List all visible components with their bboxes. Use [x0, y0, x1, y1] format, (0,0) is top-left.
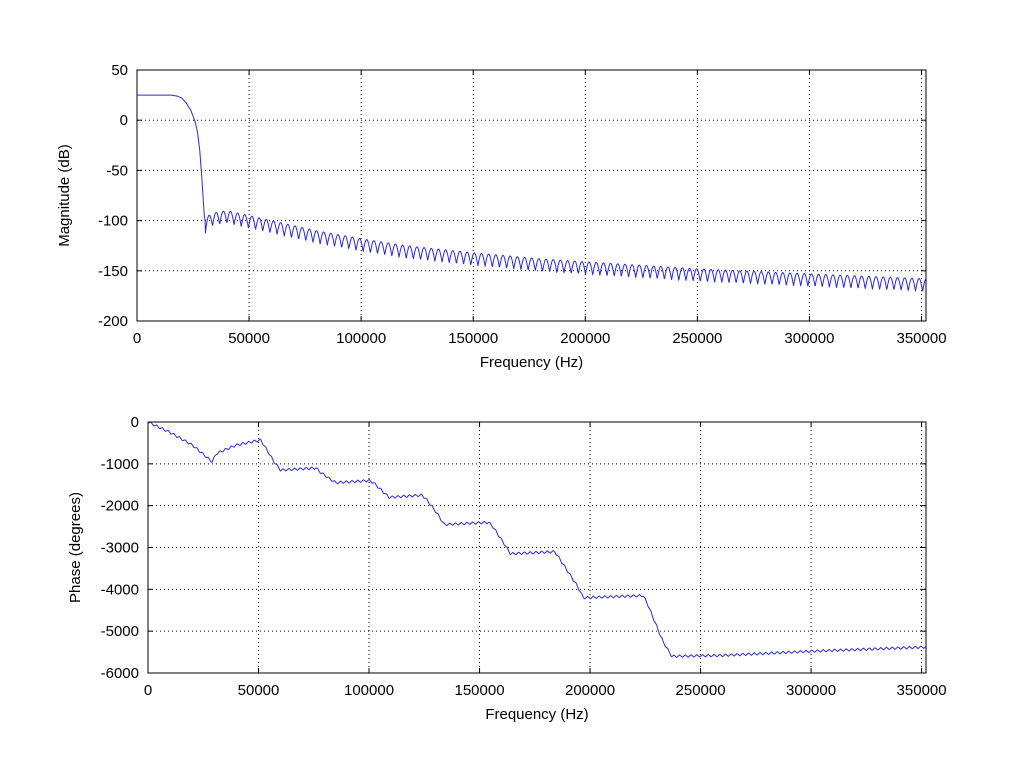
phase-x-tick-label: 200000 — [565, 682, 615, 699]
phase-x-tick-label: 250000 — [676, 682, 726, 699]
magnitude-x-tick-label: 250000 — [672, 330, 722, 347]
magnitude-plot-frame — [136, 69, 927, 322]
phase-series-line — [147, 421, 927, 658]
phase-x-tick-label: 0 — [144, 682, 152, 699]
magnitude-y-tick-label: 50 — [111, 62, 128, 79]
magnitude-x-tick-label: 300000 — [784, 330, 834, 347]
magnitude-series — [136, 94, 927, 292]
magnitude-plot: 0 50000 100000 150000 200000 250000 300000 3500… — [56, 62, 947, 371]
phase-y-tick-label: 0 — [131, 414, 139, 431]
magnitude-y-tick-label: -50 — [106, 162, 128, 179]
magnitude-x-tick-label: 0 — [133, 330, 141, 347]
phase-series — [147, 421, 927, 658]
phase-x-tick-label: 300000 — [786, 682, 836, 699]
magnitude-y-tick-label: -100 — [98, 213, 128, 230]
phase-x-axis-label: Frequency (Hz) — [485, 706, 588, 723]
phase-y-tick-label: -3000 — [101, 540, 139, 557]
magnitude-y-tick-label: -200 — [98, 313, 128, 330]
magnitude-x-tick-label: 350000 — [896, 330, 946, 347]
phase-grid — [148, 422, 926, 673]
phase-y-tick-label: -2000 — [101, 498, 139, 515]
magnitude-x-axis-label: Frequency (Hz) — [480, 354, 583, 371]
phase-y-axis-label: Phase (degrees) — [67, 492, 84, 603]
magnitude-series-line — [136, 94, 927, 292]
phase-x-tick-label: 50000 — [238, 682, 280, 699]
phase-y-tick-label: -1000 — [101, 456, 139, 473]
magnitude-x-tick-label: 100000 — [336, 330, 386, 347]
phase-y-tick-label: -4000 — [101, 581, 139, 598]
phase-x-tick-label: 100000 — [344, 682, 394, 699]
phase-x-tick-label: 350000 — [897, 682, 947, 699]
magnitude-x-tick-label: 150000 — [448, 330, 498, 347]
magnitude-y-tick-label: -150 — [98, 263, 128, 280]
phase-y-tick-label: -6000 — [101, 665, 139, 682]
magnitude-x-tick-label: 50000 — [228, 330, 270, 347]
phase-ticks: 0 50000 100000 150000 200000 250000 300000 3500… — [101, 414, 947, 699]
magnitude-y-axis-label: Magnitude (dB) — [56, 144, 73, 247]
phase-x-tick-label: 150000 — [455, 682, 505, 699]
magnitude-ticks: 0 50000 100000 150000 200000 250000 300000 3500… — [98, 62, 947, 347]
magnitude-x-tick-label: 200000 — [560, 330, 610, 347]
phase-y-tick-label: -5000 — [101, 623, 139, 640]
phase-plot: 0 50000 100000 150000 200000 250000 300000 3500… — [67, 414, 947, 723]
magnitude-y-tick-label: 0 — [120, 112, 128, 129]
